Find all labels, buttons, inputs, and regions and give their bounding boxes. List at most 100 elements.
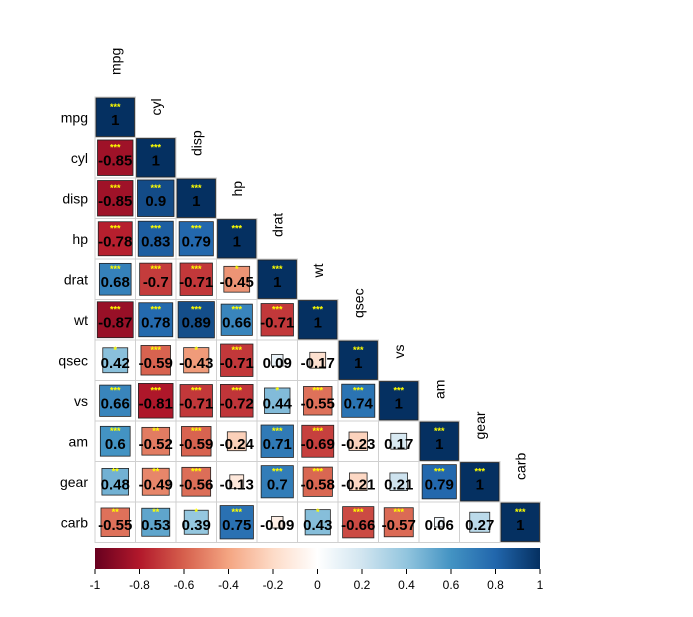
correlation-square bbox=[102, 347, 129, 374]
matrix-cell: ***0.89 bbox=[175, 299, 217, 341]
correlation-value: 0.7 bbox=[267, 477, 288, 494]
correlation-square bbox=[309, 351, 327, 369]
correlation-square bbox=[301, 424, 335, 458]
significance-stars: *** bbox=[393, 386, 404, 396]
matrix-cell: ***-0.56 bbox=[175, 461, 217, 503]
matrix-cell: ***1 bbox=[499, 501, 541, 543]
significance-stars: * bbox=[316, 507, 320, 517]
matrix-cell: ***-0.55 bbox=[297, 380, 339, 422]
significance-stars: ** bbox=[152, 426, 160, 436]
matrix-cell: *0.39 bbox=[175, 501, 217, 543]
correlation-square bbox=[226, 431, 247, 452]
column-label: vs bbox=[391, 345, 407, 359]
matrix-cell: ***1 bbox=[175, 177, 217, 219]
significance-stars: *** bbox=[231, 305, 242, 315]
column-label: carb bbox=[512, 453, 528, 480]
correlation-square bbox=[460, 462, 500, 502]
matrix-cell: ***0.83 bbox=[135, 218, 177, 260]
correlation-value: -0.56 bbox=[179, 477, 213, 494]
matrix-cell: ***1 bbox=[216, 218, 258, 260]
significance-stars: *** bbox=[191, 305, 202, 315]
row-label: qsec bbox=[58, 352, 88, 368]
matrix-cells: ***1***-0.85***1***-0.85***0.9***1***-0.… bbox=[94, 96, 541, 543]
correlation-square bbox=[217, 219, 257, 259]
correlation-square bbox=[183, 509, 209, 535]
correlation-value: -0.87 bbox=[98, 315, 132, 332]
colorbar: -1 -0.8 -0.6 -0.4 -0.2 0 0.2 0.4 0.6 0.8 1 bbox=[90, 548, 544, 592]
correlation-value: 0.78 bbox=[141, 315, 170, 332]
column-label: qsec bbox=[350, 288, 366, 318]
matrix-cell: ***0.75 bbox=[216, 501, 258, 543]
correlation-value: -0.81 bbox=[139, 396, 173, 413]
significance-stars: * bbox=[113, 345, 117, 355]
matrix-cell: ***1 bbox=[256, 258, 298, 300]
correlation-value: -0.13 bbox=[220, 477, 254, 494]
correlation-square bbox=[348, 431, 368, 451]
correlation-value: -0.09 bbox=[260, 517, 294, 534]
significance-stars: *** bbox=[231, 345, 242, 355]
matrix-cell: ***-0.85 bbox=[94, 137, 136, 179]
row-label: mpg bbox=[61, 109, 88, 125]
correlation-square bbox=[179, 262, 213, 296]
correlation-square bbox=[141, 507, 171, 537]
correlation-value: 0.71 bbox=[263, 436, 292, 453]
correlation-value: -0.72 bbox=[220, 396, 254, 413]
correlation-value: -0.69 bbox=[301, 436, 335, 453]
correlation-value: 0.39 bbox=[182, 517, 211, 534]
matrix-cell: -0.13 bbox=[216, 461, 258, 503]
correlation-value: -0.71 bbox=[179, 274, 213, 291]
correlation-value: -0.55 bbox=[301, 396, 335, 413]
correlation-value: -0.49 bbox=[139, 477, 173, 494]
correlation-value: 0.21 bbox=[384, 477, 413, 494]
column-label: wt bbox=[310, 263, 326, 278]
correlation-value: 0.44 bbox=[263, 396, 293, 413]
correlation-value: 1 bbox=[111, 112, 119, 129]
correlation-square bbox=[101, 468, 129, 496]
correlation-square bbox=[390, 432, 408, 450]
significance-stars: *** bbox=[110, 426, 121, 436]
correlation-value: 0.53 bbox=[141, 517, 170, 534]
matrix-cell: ***-0.71 bbox=[256, 299, 298, 341]
colorbar-gradient bbox=[95, 548, 540, 569]
correlation-square bbox=[379, 381, 419, 421]
significance-stars: *** bbox=[191, 386, 202, 396]
colorbar-tick-label: 1 bbox=[537, 578, 544, 592]
correlation-square bbox=[181, 426, 212, 457]
column-label: cyl bbox=[148, 98, 164, 115]
correlation-square bbox=[338, 340, 378, 380]
row-label: cyl bbox=[71, 150, 88, 166]
correlation-square bbox=[257, 259, 297, 299]
row-label: hp bbox=[72, 231, 88, 247]
correlation-value: -0.55 bbox=[98, 517, 132, 534]
column-labels: mpg cyl disp hp drat wt qsec vs am gear carb bbox=[107, 48, 528, 480]
correlation-value: 1 bbox=[395, 396, 403, 413]
correlation-square bbox=[183, 347, 210, 374]
significance-stars: *** bbox=[353, 345, 364, 355]
significance-stars: *** bbox=[150, 224, 161, 234]
matrix-cell: ***0.6 bbox=[94, 420, 136, 462]
significance-stars: *** bbox=[191, 183, 202, 193]
significance-stars: *** bbox=[191, 224, 202, 234]
significance-stars: *** bbox=[312, 386, 323, 396]
correlation-value: -0.7 bbox=[143, 274, 169, 291]
row-label: gear bbox=[60, 474, 88, 490]
column-label: am bbox=[431, 380, 447, 399]
correlation-square bbox=[271, 354, 284, 367]
row-label: disp bbox=[62, 190, 88, 206]
matrix-cell: ***-0.7 bbox=[135, 258, 177, 300]
colorbar-tick-label: 0.8 bbox=[487, 578, 504, 592]
matrix-cell: *-0.45 bbox=[216, 258, 258, 300]
matrix-cell: 0.06 bbox=[418, 501, 460, 543]
significance-stars: *** bbox=[272, 426, 283, 436]
matrix-cell: ***0.79 bbox=[418, 461, 460, 503]
significance-stars: *** bbox=[231, 386, 242, 396]
correlation-value: -0.17 bbox=[301, 355, 335, 372]
matrix-cell: ***1 bbox=[378, 380, 420, 422]
correlation-value: 0.79 bbox=[182, 234, 211, 251]
significance-stars: *** bbox=[474, 467, 485, 477]
significance-stars: *** bbox=[272, 467, 283, 477]
correlation-square bbox=[136, 138, 176, 178]
correlation-square bbox=[99, 384, 132, 417]
matrix-cell: 0.21 bbox=[378, 461, 420, 503]
matrix-cell: ***0.9 bbox=[135, 177, 177, 219]
